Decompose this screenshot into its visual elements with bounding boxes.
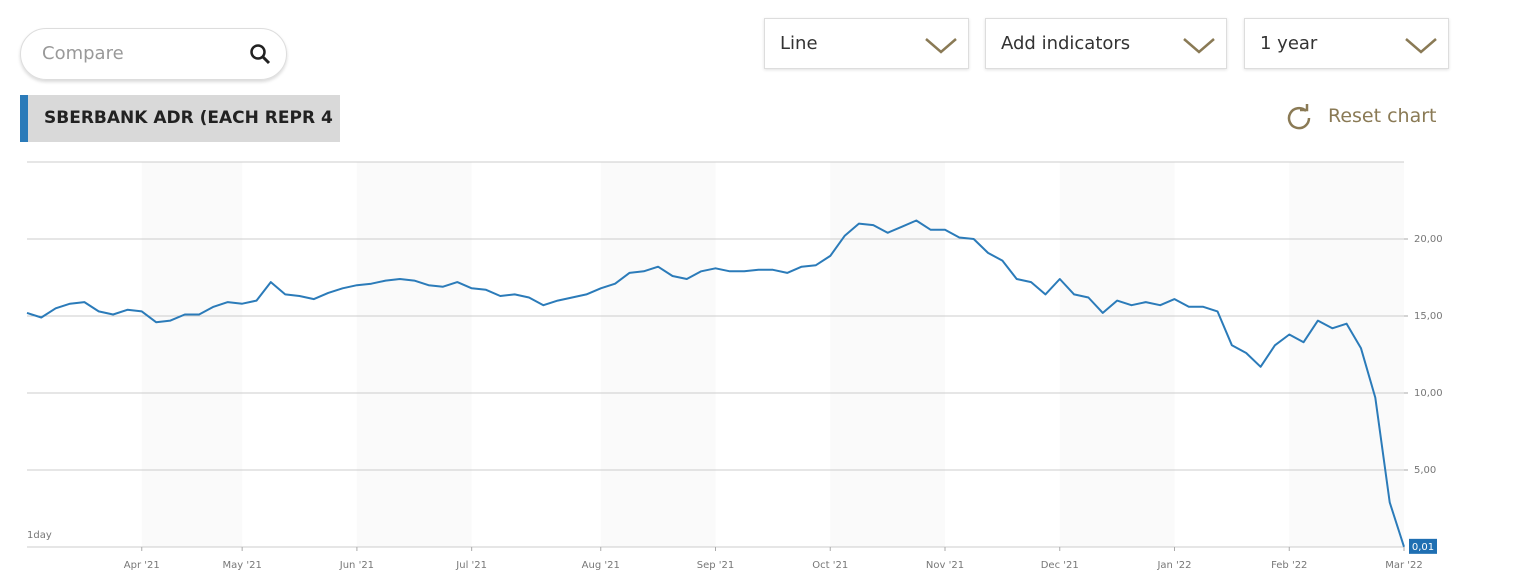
chart: 1day 5,00 10,00 15,00 20,00 Apr '21 May '21 Ju… xyxy=(26,161,1443,571)
dropdown-label: 1 year xyxy=(1260,33,1318,54)
price-line xyxy=(26,219,1405,548)
period-dropdown[interactable]: 1 year xyxy=(1244,18,1449,69)
search-icon xyxy=(250,44,271,65)
instrument-name: SBERBANK ADR (EACH REPR 4 xyxy=(44,108,333,128)
x-tick-label: Jun '21 xyxy=(339,560,374,571)
y-tick-label: 15,00 xyxy=(1414,311,1443,322)
x-tick-label: Apr '21 xyxy=(124,560,160,571)
reset-icon xyxy=(1287,104,1311,130)
chevron xyxy=(925,38,957,54)
x-tick-label: Nov '21 xyxy=(926,560,964,571)
month-band xyxy=(600,162,716,547)
y-tick-label: 10,00 xyxy=(1414,388,1443,399)
month-band xyxy=(830,162,945,547)
compare-search[interactable]: Compare xyxy=(20,28,287,80)
chevron xyxy=(1405,38,1437,54)
x-tick-label: Jul '21 xyxy=(455,560,487,571)
month-band xyxy=(1289,162,1404,547)
x-tick-label: Sep '21 xyxy=(697,560,735,571)
chevron xyxy=(1183,38,1215,54)
y-tick-label: 20,00 xyxy=(1414,234,1443,245)
month-band xyxy=(141,162,243,547)
dropdown-label: Add indicators xyxy=(1001,33,1131,54)
x-tick-label: Mar '22 xyxy=(1385,560,1423,571)
interval-label: 1day xyxy=(27,530,52,541)
x-tick-label: May '21 xyxy=(222,560,261,571)
x-tick-label: Oct '21 xyxy=(812,560,848,571)
reset-chart-button[interactable]: Reset chart xyxy=(1284,103,1444,133)
month-band xyxy=(1059,162,1175,547)
indicators-dropdown[interactable]: Add indicators xyxy=(985,18,1227,69)
y-tick-label: 5,00 xyxy=(1414,465,1436,476)
value-badge-label: 0,01 xyxy=(1412,542,1434,553)
dropdown-label: Line xyxy=(780,33,818,54)
x-tick-label: Aug '21 xyxy=(582,560,620,571)
reset-label: Reset chart xyxy=(1328,105,1437,127)
value-badge xyxy=(1409,538,1437,554)
search-placeholder: Compare xyxy=(42,43,124,64)
x-tick-label: Jan '22 xyxy=(1156,560,1191,571)
instrument-tab[interactable]: SBERBANK ADR (EACH REPR 4 xyxy=(20,95,340,142)
month-band xyxy=(356,162,472,547)
x-tick-label: Feb '22 xyxy=(1271,560,1307,571)
x-tick-label: Dec '21 xyxy=(1041,560,1079,571)
chart-type-dropdown[interactable]: Line xyxy=(764,18,969,69)
